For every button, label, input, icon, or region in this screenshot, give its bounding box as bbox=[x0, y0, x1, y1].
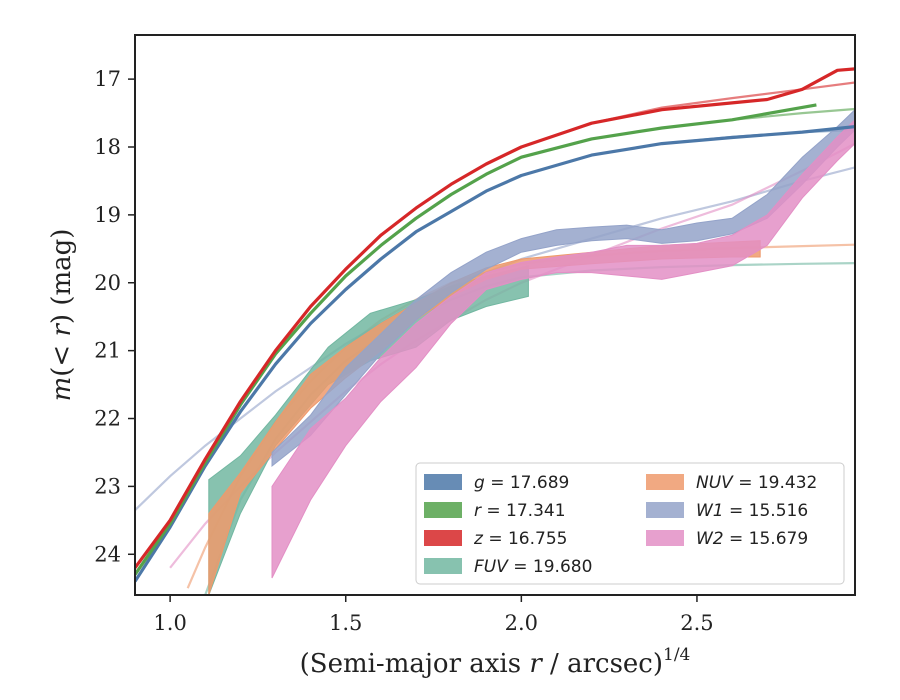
legend-swatch-g bbox=[424, 474, 462, 490]
x-tick-label: 2.0 bbox=[505, 611, 538, 635]
y-tick-label: 22 bbox=[94, 407, 121, 431]
legend-label-w2: W2 = 15.679 bbox=[696, 529, 808, 549]
line-series-g bbox=[135, 125, 855, 583]
y-axis-ticks: 17 18 19 20 21 22 23 24 bbox=[94, 67, 135, 566]
legend-swatch-w2 bbox=[646, 530, 684, 546]
legend-label-z: z = 16.755 bbox=[473, 529, 567, 549]
band-series bbox=[208, 109, 855, 595]
band-series-w2 bbox=[271, 119, 855, 579]
band-series-w1 bbox=[271, 109, 855, 468]
legend-swatch-w1 bbox=[646, 502, 684, 518]
legend-label-w1: W1 = 15.516 bbox=[696, 501, 808, 521]
legend-label-g: g = 17.689 bbox=[474, 473, 569, 493]
line-series bbox=[135, 67, 855, 583]
line-series-r bbox=[135, 103, 817, 576]
y-tick-label: 17 bbox=[94, 67, 121, 91]
legend-label-fuv: FUV = 19.680 bbox=[474, 557, 592, 577]
legend-swatch-fuv bbox=[424, 558, 462, 574]
x-axis-label: (Semi-major axis r / arcsec)1/4 bbox=[300, 645, 691, 679]
plot-frame bbox=[134, 34, 856, 596]
y-tick-label: 19 bbox=[94, 203, 121, 227]
legend: g = 17.689 r = 17.341 z = 16.755 FUV = 19.6… bbox=[415, 462, 845, 585]
legend-box bbox=[415, 462, 845, 585]
x-tick-label: 1.5 bbox=[329, 611, 362, 635]
legend-label-nuv: NUV = 19.432 bbox=[696, 473, 817, 493]
y-tick-label: 23 bbox=[94, 474, 121, 498]
legend-swatch-z bbox=[424, 530, 462, 546]
legend-swatch-nuv bbox=[646, 474, 684, 490]
y-tick-label: 20 bbox=[94, 271, 121, 295]
x-axis-ticks: 1.0 1.5 2.0 2.5 bbox=[153, 595, 714, 635]
y-tick-label: 24 bbox=[94, 542, 121, 566]
line-series-z bbox=[135, 67, 855, 569]
legend-swatch-r bbox=[424, 502, 462, 518]
y-axis-label: m(< r) (mag) bbox=[47, 229, 77, 402]
x-tick-label: 1.0 bbox=[153, 611, 186, 635]
y-tick-label: 21 bbox=[94, 339, 121, 363]
x-tick-label: 2.5 bbox=[680, 611, 713, 635]
legend-label-r: r = 17.341 bbox=[474, 501, 566, 521]
y-tick-label: 18 bbox=[94, 135, 121, 159]
